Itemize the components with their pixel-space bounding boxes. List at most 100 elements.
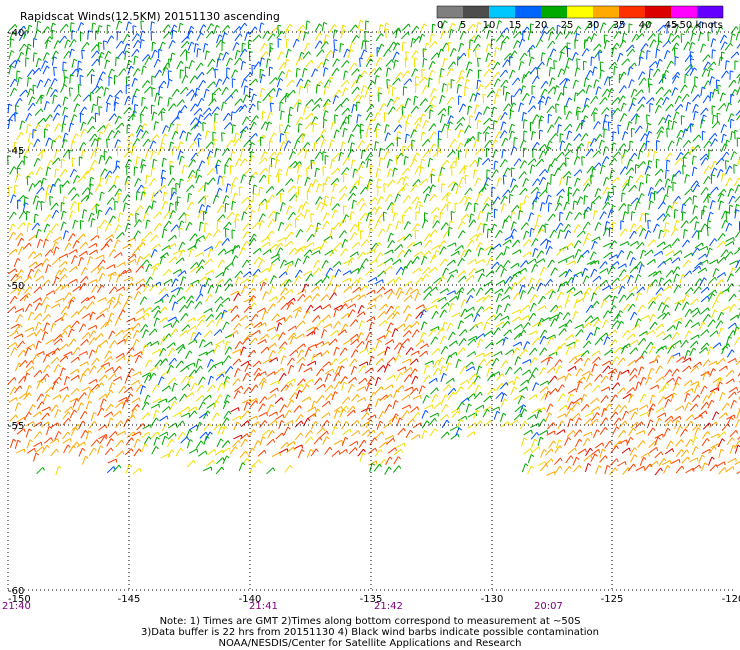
wind-barb-tick <box>202 252 204 257</box>
wind-barb <box>630 113 637 122</box>
wind-barb <box>9 38 12 48</box>
wind-barb-tick <box>317 104 321 108</box>
wind-barb-tick <box>606 268 609 273</box>
wind-barb <box>123 43 128 53</box>
wind-barb <box>522 119 525 129</box>
wind-barb <box>68 39 75 48</box>
wind-barb-tick <box>194 92 198 96</box>
wind-barb-tick <box>444 57 448 61</box>
wind-barb-tick <box>422 48 427 51</box>
wind-barb-tick <box>326 102 330 106</box>
wind-barb-tick <box>133 110 138 113</box>
wind-barb-tick <box>204 42 209 46</box>
wind-barb-tick <box>447 83 452 86</box>
wind-barb <box>725 102 730 112</box>
wind-barb-tick <box>213 121 218 124</box>
wind-barb-tick <box>64 106 69 110</box>
wind-barb <box>628 79 633 89</box>
wind-barb-tick <box>38 67 42 72</box>
wind-barb <box>330 121 334 131</box>
wind-barb <box>323 86 327 96</box>
wind-barb <box>528 95 533 105</box>
wind-barb <box>207 81 215 89</box>
wind-barb-tick <box>247 31 251 35</box>
wind-barb <box>63 76 66 86</box>
wind-barb <box>385 29 387 39</box>
wind-barb-tick <box>663 76 667 80</box>
wind-barb <box>279 101 281 112</box>
wind-barb-tick <box>163 80 167 85</box>
wind-barb <box>647 78 650 88</box>
wind-barb <box>429 109 431 120</box>
wind-barb-tick <box>608 76 613 79</box>
wind-barb-tick <box>703 114 707 118</box>
wind-barb-tick <box>108 50 112 54</box>
wind-barb <box>249 121 255 131</box>
wind-barb <box>611 47 615 57</box>
wind-barb-tick <box>246 126 249 130</box>
wind-barb-tick <box>600 61 604 64</box>
wind-barb-tick <box>55 50 59 54</box>
wind-barb-tick <box>359 74 363 78</box>
wind-barb-tick <box>623 85 627 89</box>
wind-barb <box>322 119 325 129</box>
wind-barb <box>730 33 733 43</box>
wind-barb <box>283 124 289 134</box>
wind-barb <box>36 21 39 31</box>
wind-barb-tick <box>512 69 516 73</box>
wind-barb-tick <box>511 95 515 98</box>
wind-barb <box>315 84 318 94</box>
wind-barb <box>684 63 692 72</box>
wind-barb-tick <box>28 43 32 47</box>
wind-barb <box>103 123 109 133</box>
wind-barb-tick <box>536 75 540 80</box>
wind-barb <box>373 67 380 75</box>
wind-barb-tick <box>28 24 33 28</box>
wind-barb-tick <box>296 38 300 42</box>
wind-barb <box>397 114 404 123</box>
wind-barb-tick <box>477 43 481 48</box>
wind-barb-tick <box>613 46 618 50</box>
wind-barb <box>377 87 380 97</box>
wind-barb <box>216 58 219 68</box>
wind-barb <box>654 104 660 114</box>
wind-barb <box>392 42 398 51</box>
wind-barb <box>458 70 463 80</box>
wind-barb-tick <box>566 42 571 45</box>
wind-barb <box>491 106 495 116</box>
wind-barb <box>13 185 16 195</box>
wind-barb <box>239 22 246 31</box>
wind-barb-tick <box>63 84 68 88</box>
wind-barb <box>474 92 478 102</box>
wind-barb-tick <box>227 25 231 29</box>
wind-barb <box>267 33 274 42</box>
wind-barb-tick <box>649 83 653 86</box>
wind-barb <box>428 70 433 79</box>
wind-barb-tick <box>451 79 455 82</box>
wind-barb <box>221 32 226 42</box>
wind-barb-tick <box>643 77 647 81</box>
wind-barb <box>512 26 517 36</box>
wind-barb <box>139 30 143 40</box>
wind-barb-tick <box>343 29 347 33</box>
wind-barb <box>167 97 170 107</box>
wind-barb <box>554 116 560 125</box>
wind-barb <box>180 86 187 95</box>
wind-barb-tick <box>711 105 716 108</box>
wind-barb <box>63 70 65 80</box>
wind-barb <box>323 34 327 44</box>
wind-barb-tick <box>168 97 173 100</box>
wind-barb <box>456 116 464 124</box>
wind-barb <box>323 67 326 77</box>
wind-barb-tick <box>186 41 190 45</box>
wind-barb <box>310 160 313 170</box>
wind-barb-tick <box>44 60 49 64</box>
wind-barb-tick <box>454 290 456 295</box>
wind-barb <box>540 80 547 89</box>
wind-barb-tick <box>64 35 68 40</box>
wind-barb <box>68 123 72 132</box>
wind-barb-tick <box>107 102 111 105</box>
wind-barb <box>360 85 365 95</box>
wind-barb <box>638 56 641 66</box>
wind-barb <box>361 40 364 50</box>
